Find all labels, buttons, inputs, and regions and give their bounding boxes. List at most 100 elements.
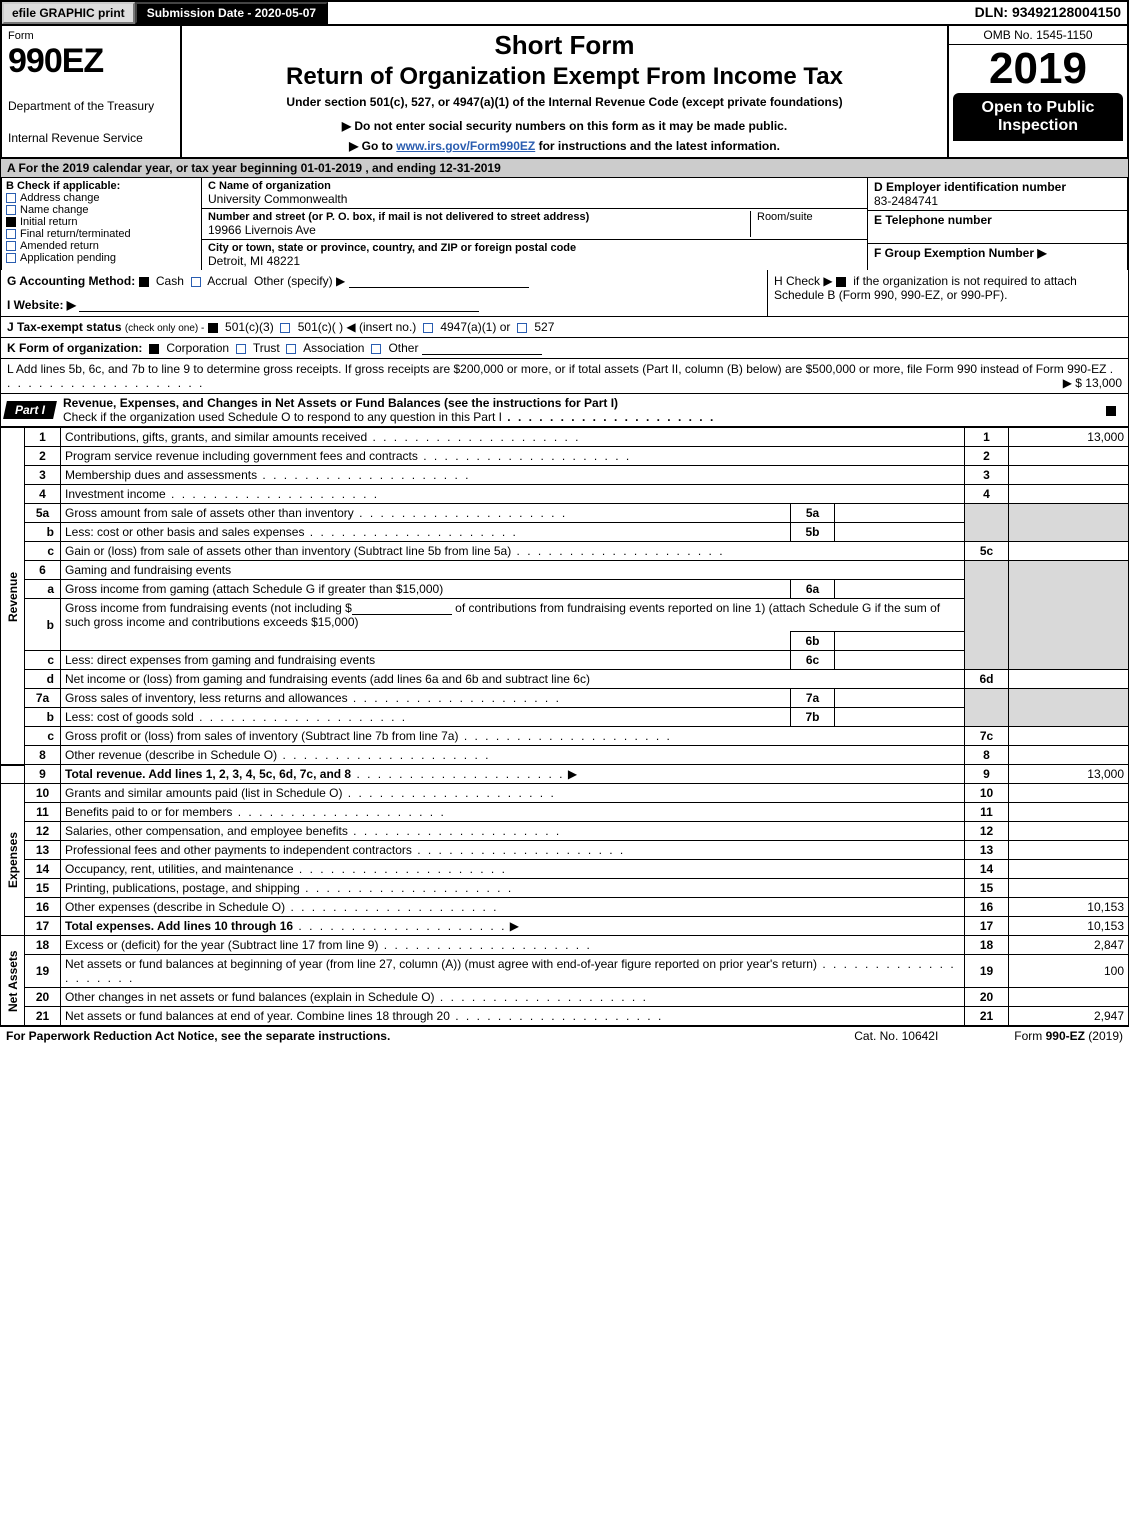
omb-number: OMB No. 1545-1150 [949, 26, 1127, 45]
i-label: I Website: ▶ [7, 298, 76, 312]
chk-other-org[interactable] [371, 344, 381, 354]
l-text: L Add lines 5b, 6c, and 7b to line 9 to … [7, 362, 1106, 376]
header-right: OMB No. 1545-1150 2019 Open to Public In… [947, 26, 1127, 157]
dln-label: DLN: 93492128004150 [969, 2, 1127, 24]
part-i-sub: Check if the organization used Schedule … [63, 410, 502, 424]
expenses-section-label: Expenses [1, 784, 25, 936]
chk-final-return[interactable]: Final return/terminated [6, 228, 197, 240]
chk-application-pending[interactable]: Application pending [6, 252, 197, 264]
chk-501c3[interactable] [208, 323, 218, 333]
line-2-num: 2 [25, 447, 61, 466]
line-11-label: 11 [965, 803, 1009, 822]
line-9-amount: 13,000 [1009, 765, 1129, 784]
chk-501c[interactable] [280, 323, 290, 333]
chk-amended-return[interactable]: Amended return [6, 240, 197, 252]
city-row: City or town, state or province, country… [202, 240, 867, 270]
dept-treasury: Department of the Treasury [8, 99, 174, 113]
room-suite-label: Room/suite [751, 211, 861, 237]
form-header: Form 990EZ Department of the Treasury In… [0, 26, 1129, 159]
line-5-greybox [965, 504, 1009, 542]
chk-initial-return[interactable]: Initial return [6, 216, 197, 228]
website-field[interactable] [79, 300, 479, 312]
line-5c-desc: Gain or (loss) from sale of assets other… [61, 542, 965, 561]
topbar-spacer [328, 2, 969, 24]
line-10-desc: Grants and similar amounts paid (list in… [61, 784, 965, 803]
line-9-num: 9 [25, 765, 61, 784]
line-7-greybox [965, 689, 1009, 727]
chk-527[interactable] [517, 323, 527, 333]
j-label: J Tax-exempt status [7, 320, 122, 334]
h-pre: H Check ▶ [774, 274, 833, 288]
chk-name-change[interactable]: Name change [6, 204, 197, 216]
org-name-row: C Name of organization University Common… [202, 178, 867, 209]
line-13-label: 13 [965, 841, 1009, 860]
line-17-num: 17 [25, 917, 61, 936]
line-18-desc: Excess or (deficit) for the year (Subtra… [61, 936, 965, 955]
line-6b-inval [835, 632, 965, 651]
line-20-label: 20 [965, 988, 1009, 1007]
line-19-desc: Net assets or fund balances at beginning… [61, 955, 965, 988]
line-6b-blank[interactable] [352, 603, 452, 615]
form-code: 990EZ [8, 42, 174, 81]
phone-label: E Telephone number [874, 213, 1121, 227]
line-5c-label: 5c [965, 542, 1009, 561]
tax-year: 2019 [949, 45, 1127, 93]
schedule-b-check: H Check ▶ if the organization is not req… [768, 270, 1128, 316]
line-17-label: 17 [965, 917, 1009, 936]
footer-right: Form 990-EZ (2019) [1014, 1029, 1123, 1043]
page-footer: For Paperwork Reduction Act Notice, see … [0, 1026, 1129, 1045]
other-org-field[interactable] [422, 343, 542, 355]
line-2-label: 2 [965, 447, 1009, 466]
group-row: F Group Exemption Number ▶ [868, 244, 1127, 262]
org-name: University Commonwealth [208, 192, 861, 206]
line-13-desc: Professional fees and other payments to … [61, 841, 965, 860]
city-label: City or town, state or province, country… [208, 242, 861, 254]
box-c: C Name of organization University Common… [202, 178, 867, 270]
line-2-amount [1009, 447, 1129, 466]
efile-print-button[interactable]: efile GRAPHIC print [2, 2, 135, 24]
chk-accrual[interactable] [191, 277, 201, 287]
line-6b-innum: 6b [791, 632, 835, 651]
line-6a-inval [835, 580, 965, 599]
other-specify-field[interactable] [349, 276, 529, 288]
goto-post: for instructions and the latest informat… [539, 139, 780, 153]
chk-trust[interactable] [236, 344, 246, 354]
l-amount: ▶ $ 13,000 [1063, 376, 1122, 390]
line-1-label: 1 [965, 428, 1009, 447]
line-6-desc: Gaming and fundraising events [61, 561, 965, 580]
row-j: J Tax-exempt status (check only one) - 5… [0, 317, 1129, 338]
chk-address-change[interactable]: Address change [6, 192, 197, 204]
line-7b-innum: 7b [791, 708, 835, 727]
line-11-num: 11 [25, 803, 61, 822]
line-6b-num: b [25, 599, 61, 651]
line-10-label: 10 [965, 784, 1009, 803]
line-18-label: 18 [965, 936, 1009, 955]
irs-link[interactable]: www.irs.gov/Form990EZ [396, 139, 535, 153]
submission-date-button[interactable]: Submission Date - 2020-05-07 [135, 2, 328, 24]
chk-association[interactable] [286, 344, 296, 354]
chk-corporation[interactable] [149, 344, 159, 354]
line-16-desc: Other expenses (describe in Schedule O) [61, 898, 965, 917]
chk-cash[interactable] [139, 277, 149, 287]
line-1-amount: 13,000 [1009, 428, 1129, 447]
addr-label: Number and street (or P. O. box, if mail… [208, 211, 744, 223]
line-10-amount [1009, 784, 1129, 803]
line-1-num: 1 [25, 428, 61, 447]
line-13-num: 13 [25, 841, 61, 860]
form-subtitle: Under section 501(c), 527, or 4947(a)(1)… [192, 95, 937, 109]
line-15-desc: Printing, publications, postage, and shi… [61, 879, 965, 898]
part-i-checkbox[interactable] [1098, 403, 1128, 417]
chk-schedule-b[interactable] [836, 277, 846, 287]
line-16-amount: 10,153 [1009, 898, 1129, 917]
line-17-amount: 10,153 [1009, 917, 1129, 936]
phone-row: E Telephone number [868, 211, 1127, 244]
line-5a-desc: Gross amount from sale of assets other t… [61, 504, 791, 523]
line-11-amount [1009, 803, 1129, 822]
line-8-amount [1009, 746, 1129, 765]
chk-4947[interactable] [423, 323, 433, 333]
j-note: (check only one) - [125, 323, 204, 334]
k-label: K Form of organization: [7, 341, 142, 355]
line-19-label: 19 [965, 955, 1009, 988]
org-name-label: C Name of organization [208, 180, 861, 192]
accounting-method: G Accounting Method: Cash Accrual Other … [1, 270, 768, 316]
